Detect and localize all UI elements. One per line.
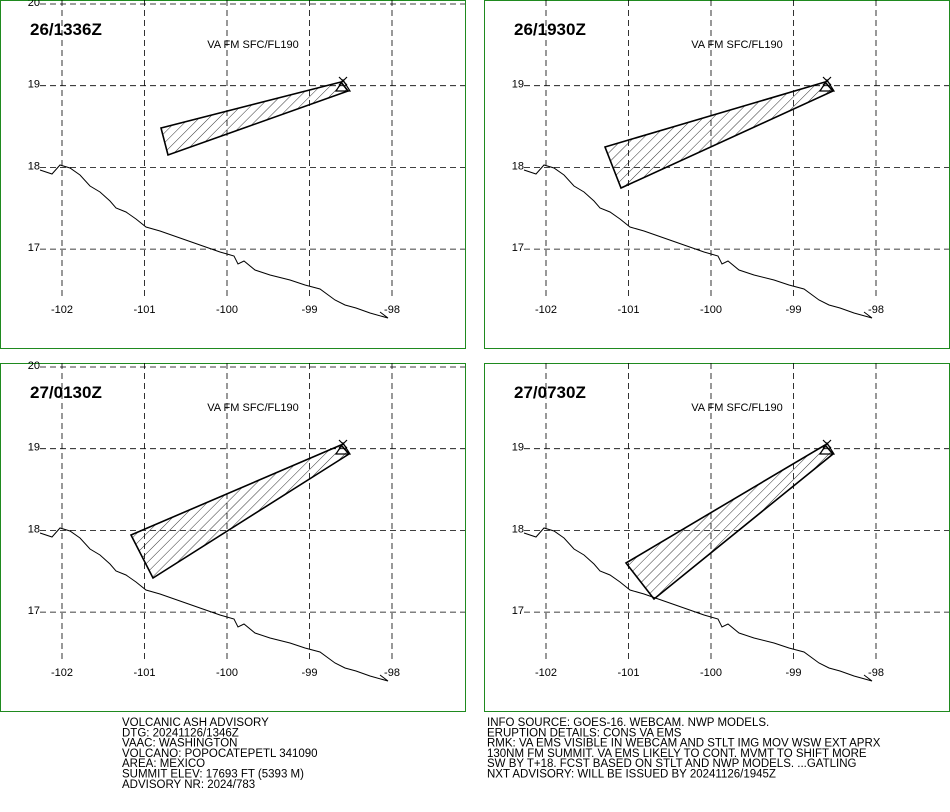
lon-label: -98 [384,304,400,316]
lon-label: -101 [617,304,639,316]
volcano-marker [818,441,836,455]
coastline [523,164,873,319]
volcano-cross [338,76,348,86]
lon-label: -99 [302,667,318,679]
ash-cloud [160,81,350,157]
lon-label: -99 [786,667,802,679]
coastline [39,164,389,319]
advisory-line: INFO SOURCE: GOES-16. WEBCAM. NWP MODELS… [487,717,769,729]
advisory-line: VAAC: WASHINGTON [122,738,237,750]
lat-label: 19 [28,442,40,454]
valid-time: 26/1930Z [514,20,586,39]
advisory-line: DTG: 20241126/1346Z [122,727,239,739]
advisory-line: ERUPTION DETAILS: CONS VA EMS [487,727,682,739]
advisory-line: 130NM FM SUMMIT. VA EMS LIKELY TO CONT. … [487,748,867,760]
volcano-marker [334,78,352,92]
lon-label: -101 [133,667,155,679]
valid-time: 27/0130Z [30,383,102,402]
lat-label: 17 [512,242,524,254]
ash-cloud [129,444,351,580]
valid-time: 27/0730Z [514,383,586,402]
lon-label: -100 [700,304,722,316]
panel-border [0,363,466,712]
cloud-level: VA FM SFC/FL190 [691,402,783,414]
lat-label: 20 [28,0,40,9]
lon-label: -102 [535,304,557,316]
lat-label: 19 [28,79,40,91]
volcano-marker [334,441,352,455]
lon-label: -99 [302,304,318,316]
advisory-line: VOLCANO: POPOCATEPETL 341090 [122,748,318,760]
lon-label: -100 [216,667,238,679]
coastline [39,527,389,682]
lon-label: -102 [535,667,557,679]
lat-label: 17 [28,242,40,254]
advisory-line: SW BY T+18. FCST BASED ON STLT AND NWP M… [487,758,857,770]
lon-label: -102 [51,667,73,679]
map-panel: 19 18 17 -102 -101 -100 -99 -98 27/0730Z VA FM SF… [484,363,950,712]
cloud-level: VA FM SFC/FL190 [691,39,783,51]
advisory-line: NXT ADVISORY: WILL BE ISSUED BY 20241126… [487,769,776,781]
volcano-marker [818,78,836,92]
cloud-level: VA FM SFC/FL190 [207,39,299,51]
volcano-cross [822,76,832,86]
lon-label: -99 [786,304,802,316]
lon-label: -101 [617,667,639,679]
advisory-line: AREA: MEXICO [122,758,205,770]
lon-label: -100 [216,304,238,316]
advisory-line: SUMMIT ELEV: 17693 FT (5393 M) [122,769,304,781]
lat-label: 18 [512,160,524,172]
lon-label: -98 [868,304,884,316]
lat-label: 17 [512,605,524,617]
lat-label: 18 [28,160,40,172]
volcano-cross [822,439,832,449]
lat-label: 20 [28,360,40,372]
map-panel: 20 19 18 17 -102 -101 -100 -99 -98 26/1336Z VA FM … [0,0,466,349]
lon-label: -98 [384,667,400,679]
lon-label: -101 [133,304,155,316]
advisory-line: ADVISORY NR: 2024/783 [122,779,255,791]
lat-label: 18 [512,523,524,535]
advisory-line: VOLCANIC ASH ADVISORY [122,717,269,729]
map-panel: 19 18 17 -102 -101 -100 -99 -98 26/1930Z VA FM SF… [484,0,950,349]
advisory-line: RMK: VA EMS VISIBLE IN WEBCAM AND STLT I… [487,738,881,750]
ash-cloud [624,443,835,601]
coastline [523,527,873,682]
panel-border [0,0,466,349]
lon-label: -98 [868,667,884,679]
lon-label: -102 [51,304,73,316]
lon-label: -100 [700,667,722,679]
panel-border [484,0,950,349]
volcano-cross [338,439,348,449]
valid-time: 26/1336Z [30,20,102,39]
lat-label: 18 [28,523,40,535]
lat-label: 19 [512,442,524,454]
map-panel: 20 19 18 17 -102 -101 -100 -99 -98 27/0130Z VA FM … [0,360,466,712]
ash-cloud [603,81,835,190]
cloud-level: VA FM SFC/FL190 [207,402,299,414]
lat-label: 17 [28,605,40,617]
lat-label: 19 [512,79,524,91]
